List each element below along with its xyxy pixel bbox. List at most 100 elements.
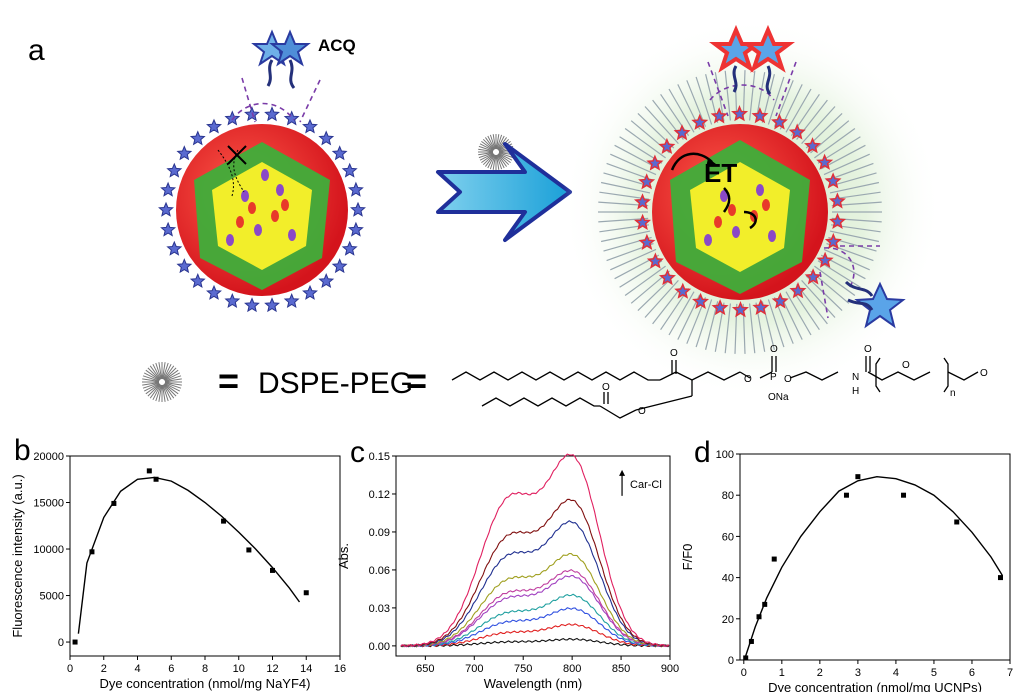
molecule-name: DSPE-PEG bbox=[258, 367, 413, 400]
surface-dye-icon bbox=[816, 153, 834, 170]
y-tick-label: 5000 bbox=[40, 591, 64, 603]
peg-chain bbox=[767, 299, 785, 348]
micelle-chain bbox=[479, 143, 494, 152]
trend-arrowhead-icon bbox=[619, 469, 626, 476]
micelle-chain bbox=[164, 382, 182, 389]
micelle-chain bbox=[162, 362, 166, 380]
surface-dye-icon bbox=[804, 137, 822, 154]
micelle-chain bbox=[484, 154, 495, 167]
micelle-chain bbox=[497, 153, 510, 166]
chem-o3: O bbox=[784, 374, 792, 385]
surface-dye-icon bbox=[816, 251, 834, 268]
peg-chain bbox=[801, 106, 836, 145]
surface-dye-icon bbox=[638, 233, 656, 250]
micelle-chain bbox=[496, 134, 500, 150]
chem-p-o: O bbox=[770, 344, 778, 355]
y-tick-label: 0 bbox=[728, 655, 734, 667]
absorbance-series bbox=[400, 453, 670, 648]
x-tick-label: 6 bbox=[969, 667, 975, 679]
absorbance-series bbox=[400, 498, 670, 648]
data-point bbox=[270, 567, 275, 573]
x-tick-label: 5 bbox=[931, 667, 937, 679]
et-label: ET bbox=[704, 158, 737, 188]
peg-chain bbox=[724, 70, 731, 121]
micelle-chain bbox=[158, 384, 162, 402]
surface-dye-icon bbox=[347, 221, 364, 237]
x-axis-label: Dye concentration (nmol/mg UCNPs) bbox=[768, 680, 982, 692]
surface-dye-icon bbox=[264, 297, 280, 313]
micelle-chain bbox=[498, 153, 511, 164]
absorbance-series bbox=[400, 593, 670, 648]
micelle-chain bbox=[496, 154, 500, 170]
chem-n: N bbox=[852, 372, 859, 383]
acq-dye-icon bbox=[251, 29, 311, 89]
y-tick-label: 10000 bbox=[33, 544, 64, 556]
surface-dye-icon bbox=[633, 193, 651, 210]
micelle-chain bbox=[142, 375, 160, 382]
micelle-chain bbox=[482, 138, 495, 151]
micelle-chain bbox=[164, 383, 179, 395]
data-point bbox=[153, 476, 159, 482]
x-tick-label: 3 bbox=[855, 667, 861, 679]
x-axis-label: Wavelength (nm) bbox=[484, 676, 583, 691]
surface-dye-icon bbox=[710, 107, 728, 124]
micelle-chain bbox=[152, 363, 162, 380]
chem-sub-n: n bbox=[950, 388, 956, 399]
micelle-chain bbox=[487, 135, 496, 150]
x-axis-label: Dye concentration (nmol/mg NaYF4) bbox=[100, 676, 311, 691]
micelle-chain bbox=[142, 382, 160, 389]
dspe-peg-equation: = DSPE-PEG = O O O P O bbox=[142, 344, 988, 419]
peg-chain bbox=[801, 279, 836, 318]
surface-dye-icon bbox=[189, 272, 206, 289]
data-point bbox=[997, 575, 1003, 581]
y-tick-label: 0.09 bbox=[369, 527, 390, 539]
absorbance-series bbox=[400, 520, 670, 648]
surface-dye-icon bbox=[166, 162, 183, 178]
data-point bbox=[221, 518, 227, 524]
data-point bbox=[146, 468, 152, 474]
glowing-dye-icon bbox=[709, 24, 795, 95]
micelle-chain bbox=[489, 154, 496, 170]
data-point bbox=[756, 614, 762, 620]
surface-dye-icon bbox=[788, 123, 806, 140]
surface-dye-icon bbox=[206, 118, 222, 134]
micelle-chain bbox=[481, 153, 494, 164]
micelle-chain bbox=[164, 375, 182, 382]
surface-dye-icon bbox=[692, 292, 710, 309]
surface-dye-icon bbox=[691, 113, 709, 130]
micelle-chain bbox=[478, 152, 494, 156]
x-tick-label: 16 bbox=[334, 663, 346, 675]
micelle-chain bbox=[162, 384, 172, 401]
micelle-chain bbox=[143, 382, 160, 392]
micelle-chain bbox=[149, 365, 161, 380]
data-point bbox=[843, 492, 849, 498]
y-tick-label: 0.03 bbox=[369, 603, 390, 615]
surface-dye-icon bbox=[658, 137, 676, 154]
peg-chain bbox=[668, 88, 695, 133]
y-tick-label: 0 bbox=[58, 637, 64, 649]
surface-dye-icon bbox=[674, 282, 692, 299]
x-tick-label: 4 bbox=[893, 667, 899, 679]
peg-chain bbox=[823, 153, 870, 176]
y-axis-label: Fluorescence intensity (a.u.) bbox=[10, 474, 25, 637]
chem-o7: O bbox=[602, 382, 610, 393]
surface-dye-icon bbox=[176, 258, 193, 274]
micelle-chain bbox=[497, 137, 508, 150]
y-tick-label: 0.00 bbox=[369, 641, 390, 653]
peg-chain bbox=[810, 120, 850, 154]
absorbance-series bbox=[400, 637, 670, 648]
micelle-chain bbox=[155, 362, 162, 380]
y-tick-label: 40 bbox=[722, 573, 734, 585]
y-axis-label: F/F0 bbox=[680, 544, 695, 571]
surface-dye-icon bbox=[160, 221, 177, 237]
panel-a-schematic: ACQ ET bbox=[158, 18, 942, 398]
surface-dye-icon bbox=[646, 252, 664, 269]
surface-dye-icon bbox=[824, 232, 842, 250]
surface-dye-icon bbox=[829, 212, 847, 229]
data-point bbox=[954, 519, 960, 525]
peg-chain bbox=[695, 299, 713, 348]
peg-chain bbox=[814, 265, 856, 296]
peg-chain bbox=[814, 128, 856, 159]
surface-dye-icon bbox=[789, 282, 807, 299]
peg-chain bbox=[724, 303, 731, 354]
